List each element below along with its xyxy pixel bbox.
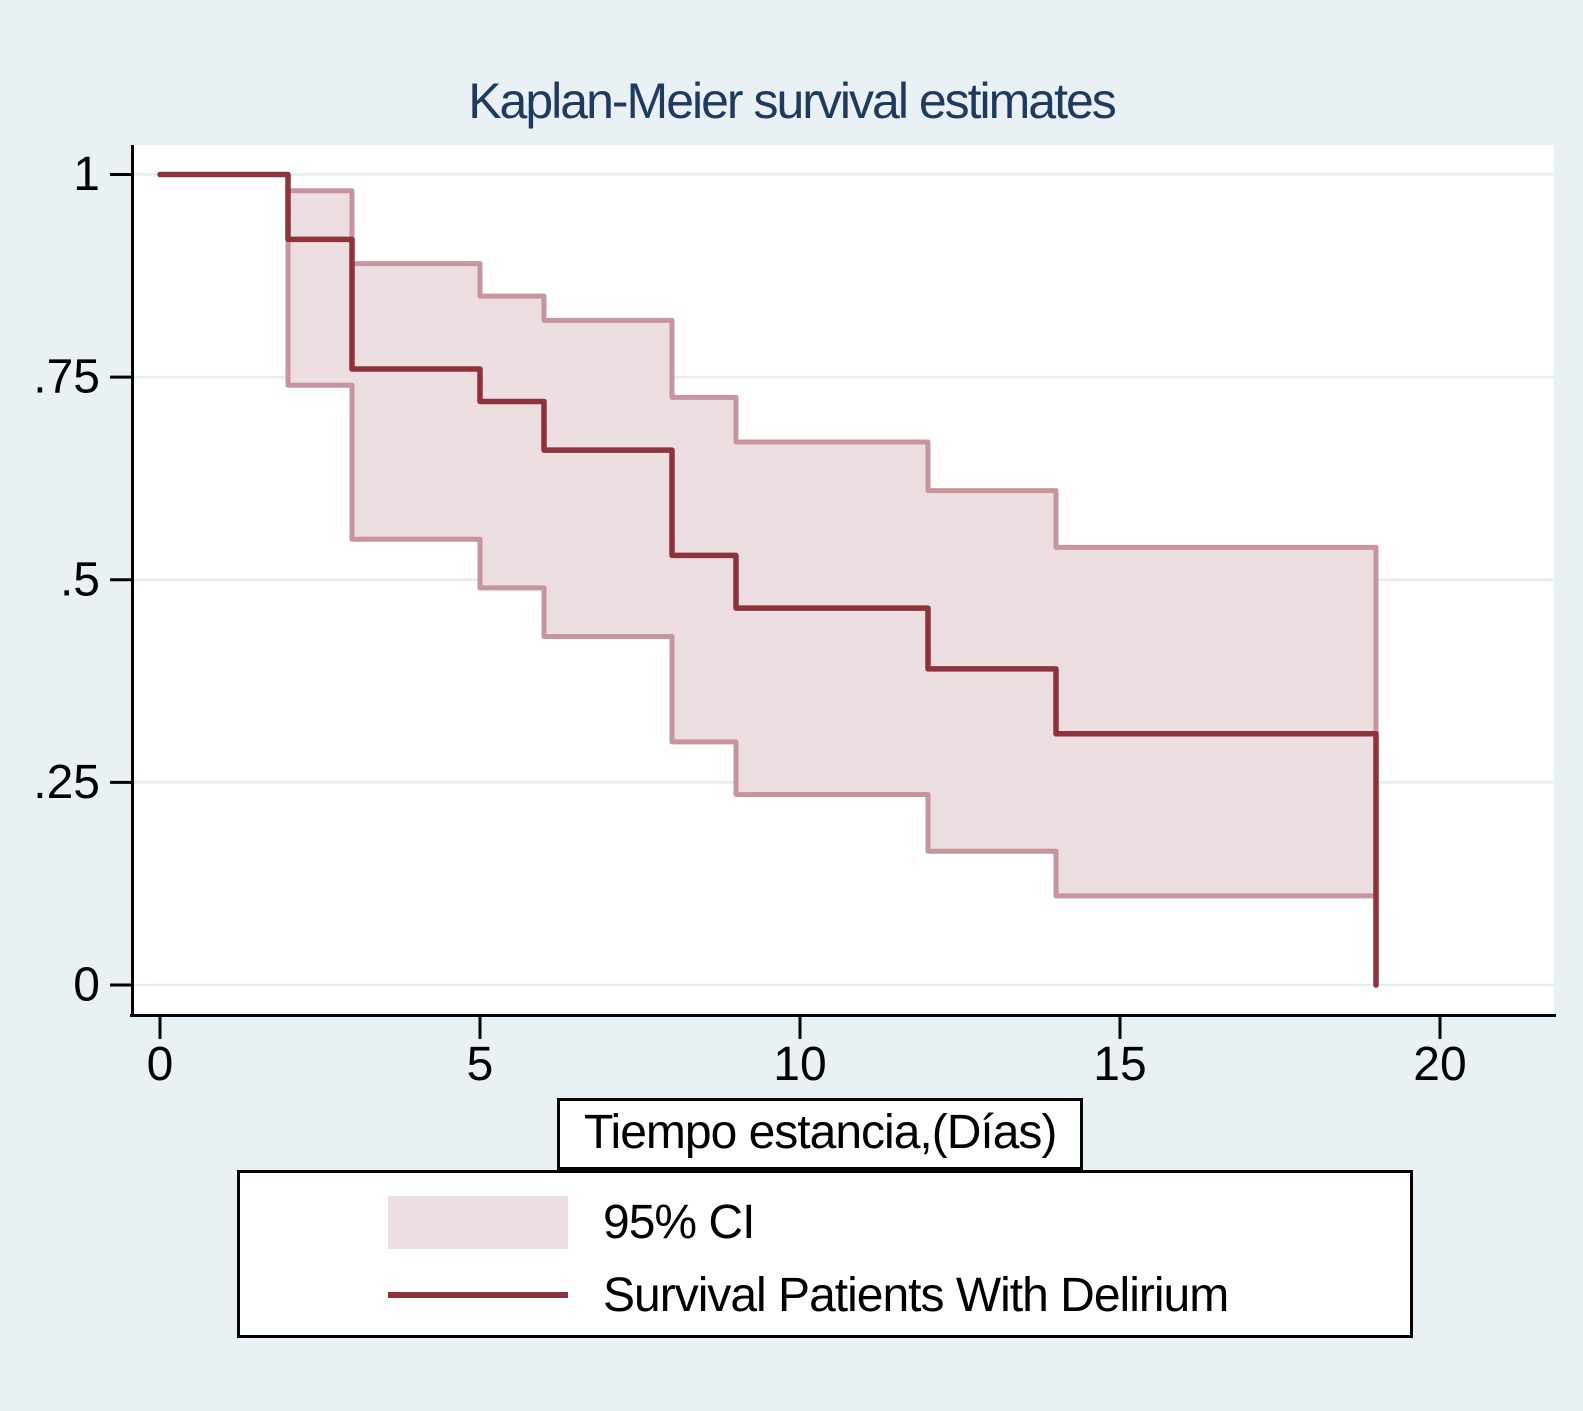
y-tick-label: 0	[73, 959, 100, 1012]
legend-ci-swatch	[388, 1196, 568, 1249]
y-tick-label: .5	[60, 553, 100, 606]
x-axis-label: Tiempo estancia,(Días)	[584, 1106, 1057, 1159]
survival-curve	[157, 171, 1379, 988]
legend-box: 95% CI Survival Patients With Delirium	[237, 1170, 1413, 1338]
y-tick-label: 1	[73, 148, 100, 201]
x-tick-label: 0	[147, 1038, 174, 1091]
legend-survival-label: Survival Patients With Delirium	[603, 1269, 1229, 1322]
x-tick-label: 20	[1413, 1038, 1466, 1091]
y-tick-label: .75	[33, 351, 100, 404]
legend-ci-label: 95% CI	[603, 1196, 755, 1249]
x-tick-label: 15	[1093, 1038, 1146, 1091]
x-axis-label-box: Tiempo estancia,(Días)	[557, 1098, 1084, 1170]
chart-title: Kaplan-Meier survival estimates	[468, 73, 1117, 129]
x-tick-label: 10	[773, 1038, 826, 1091]
y-tick-label: .25	[33, 756, 100, 809]
x-tick-label: 5	[467, 1038, 494, 1091]
legend-survival-line-swatch	[388, 1292, 568, 1298]
